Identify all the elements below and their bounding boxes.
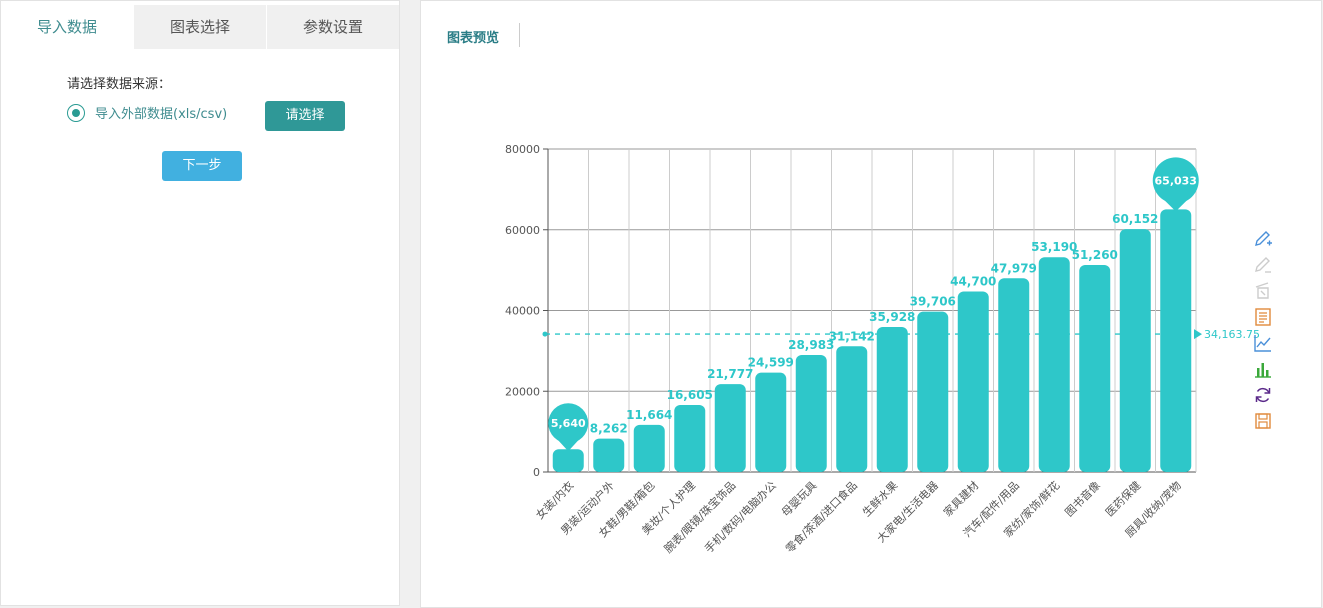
bar-value-label: 44,700 [950,275,996,289]
y-tick-label: 20000 [505,385,540,398]
bar-value-label: 51,260 [1072,248,1118,262]
bar-value-label: 8,262 [590,422,628,436]
bar [633,424,665,472]
tab-import-data[interactable]: 导入数据 [1,5,133,49]
bar [593,438,625,472]
x-tick-label: 零食/茶酒/进口食品 [782,478,859,555]
save-image-icon[interactable] [1253,411,1273,431]
bar [1119,229,1151,472]
bar [998,278,1030,472]
bar-value-label: 11,664 [626,408,672,422]
average-line-arrow [1194,329,1202,340]
bar [674,404,706,472]
bar-value-label: 31,142 [829,329,875,343]
x-tick-label: 生鲜水果 [859,478,900,519]
source-label: 请选择数据来源： [67,77,172,92]
choose-file-button[interactable]: 请选择 [265,101,345,131]
bar-value-label: 24,599 [748,356,794,370]
radio-row: 导入外部数据(xls/csv) [67,103,227,122]
y-tick-label: 80000 [505,143,540,156]
marker-bubble [548,403,589,444]
tab-chart-select[interactable]: 图表选择 [133,5,266,49]
x-tick-label: 手机/数码/电脑办公 [701,478,778,555]
bar-value-label: 28,983 [788,338,834,352]
bar [957,291,989,472]
next-step-button[interactable]: 下一步 [162,151,242,181]
bar-chart: 0200004000060000800005,640女装/内衣8,262男装/运… [505,143,1260,556]
y-tick-label: 40000 [505,305,540,318]
data-view-icon[interactable] [1253,307,1273,327]
left-panel: 导入数据 图表选择 参数设置 请选择数据来源： 导入外部数据(xls/csv) … [0,0,400,606]
erase-pen-icon[interactable] [1253,255,1273,275]
title-divider [519,23,520,47]
bar [1079,265,1111,472]
bar-value-label: 35,928 [869,310,915,324]
x-tick-label: 医药保健 [1102,478,1143,519]
bar-value-label: 39,706 [910,295,956,309]
bar [552,449,584,472]
bar [1038,257,1070,472]
bar-value-label: 60,152 [1112,212,1158,226]
import-external-radio[interactable] [67,103,85,122]
x-tick-label: 母婴玩具 [779,479,819,519]
preview-title: 图表预览 [447,31,500,46]
bar [1160,209,1192,472]
chart-preview-panel: 图表预览 0 20000 40000 60000 80000 5,640 女装/内衣 8,26… [420,0,1322,608]
bar [917,311,949,472]
bar-chart-icon[interactable] [1253,359,1273,379]
chart-toolbox [1253,229,1273,437]
bar-value-label: 16,605 [667,388,713,402]
y-tick-label: 60000 [505,224,540,237]
mark-pen-icon[interactable] [1253,229,1273,249]
marker-label: 5,640 [551,417,586,430]
marker-bubble [1152,157,1199,204]
bar-value-label: 21,777 [707,367,753,381]
bar [714,384,746,472]
x-tick-label: 腕表/眼镜/珠宝饰品 [661,478,738,555]
bar-value-label: 47,979 [991,261,1037,275]
average-line-start [542,331,548,337]
x-tick-label: 家具建材 [940,478,981,519]
x-tick-label: 女装/内衣 [533,478,577,522]
tab-parameter-settings[interactable]: 参数设置 [266,5,399,49]
bar [795,354,827,472]
import-external-label[interactable]: 导入外部数据(xls/csv) [95,107,228,122]
bar [755,372,787,472]
x-tick-label: 图书音像 [1062,478,1103,519]
tab-bar: 导入数据 图表选择 参数设置 [1,5,399,49]
clear-all-icon[interactable] [1253,281,1273,301]
y-tick-label: 0 [533,466,540,479]
marker-label: 65,033 [1155,174,1197,187]
line-chart-icon[interactable] [1253,333,1273,353]
restore-icon[interactable] [1253,385,1273,405]
average-label: 34,163.75 [1204,328,1260,341]
bar [876,326,908,472]
bar-value-label: 53,190 [1031,240,1077,254]
bar [836,346,868,472]
